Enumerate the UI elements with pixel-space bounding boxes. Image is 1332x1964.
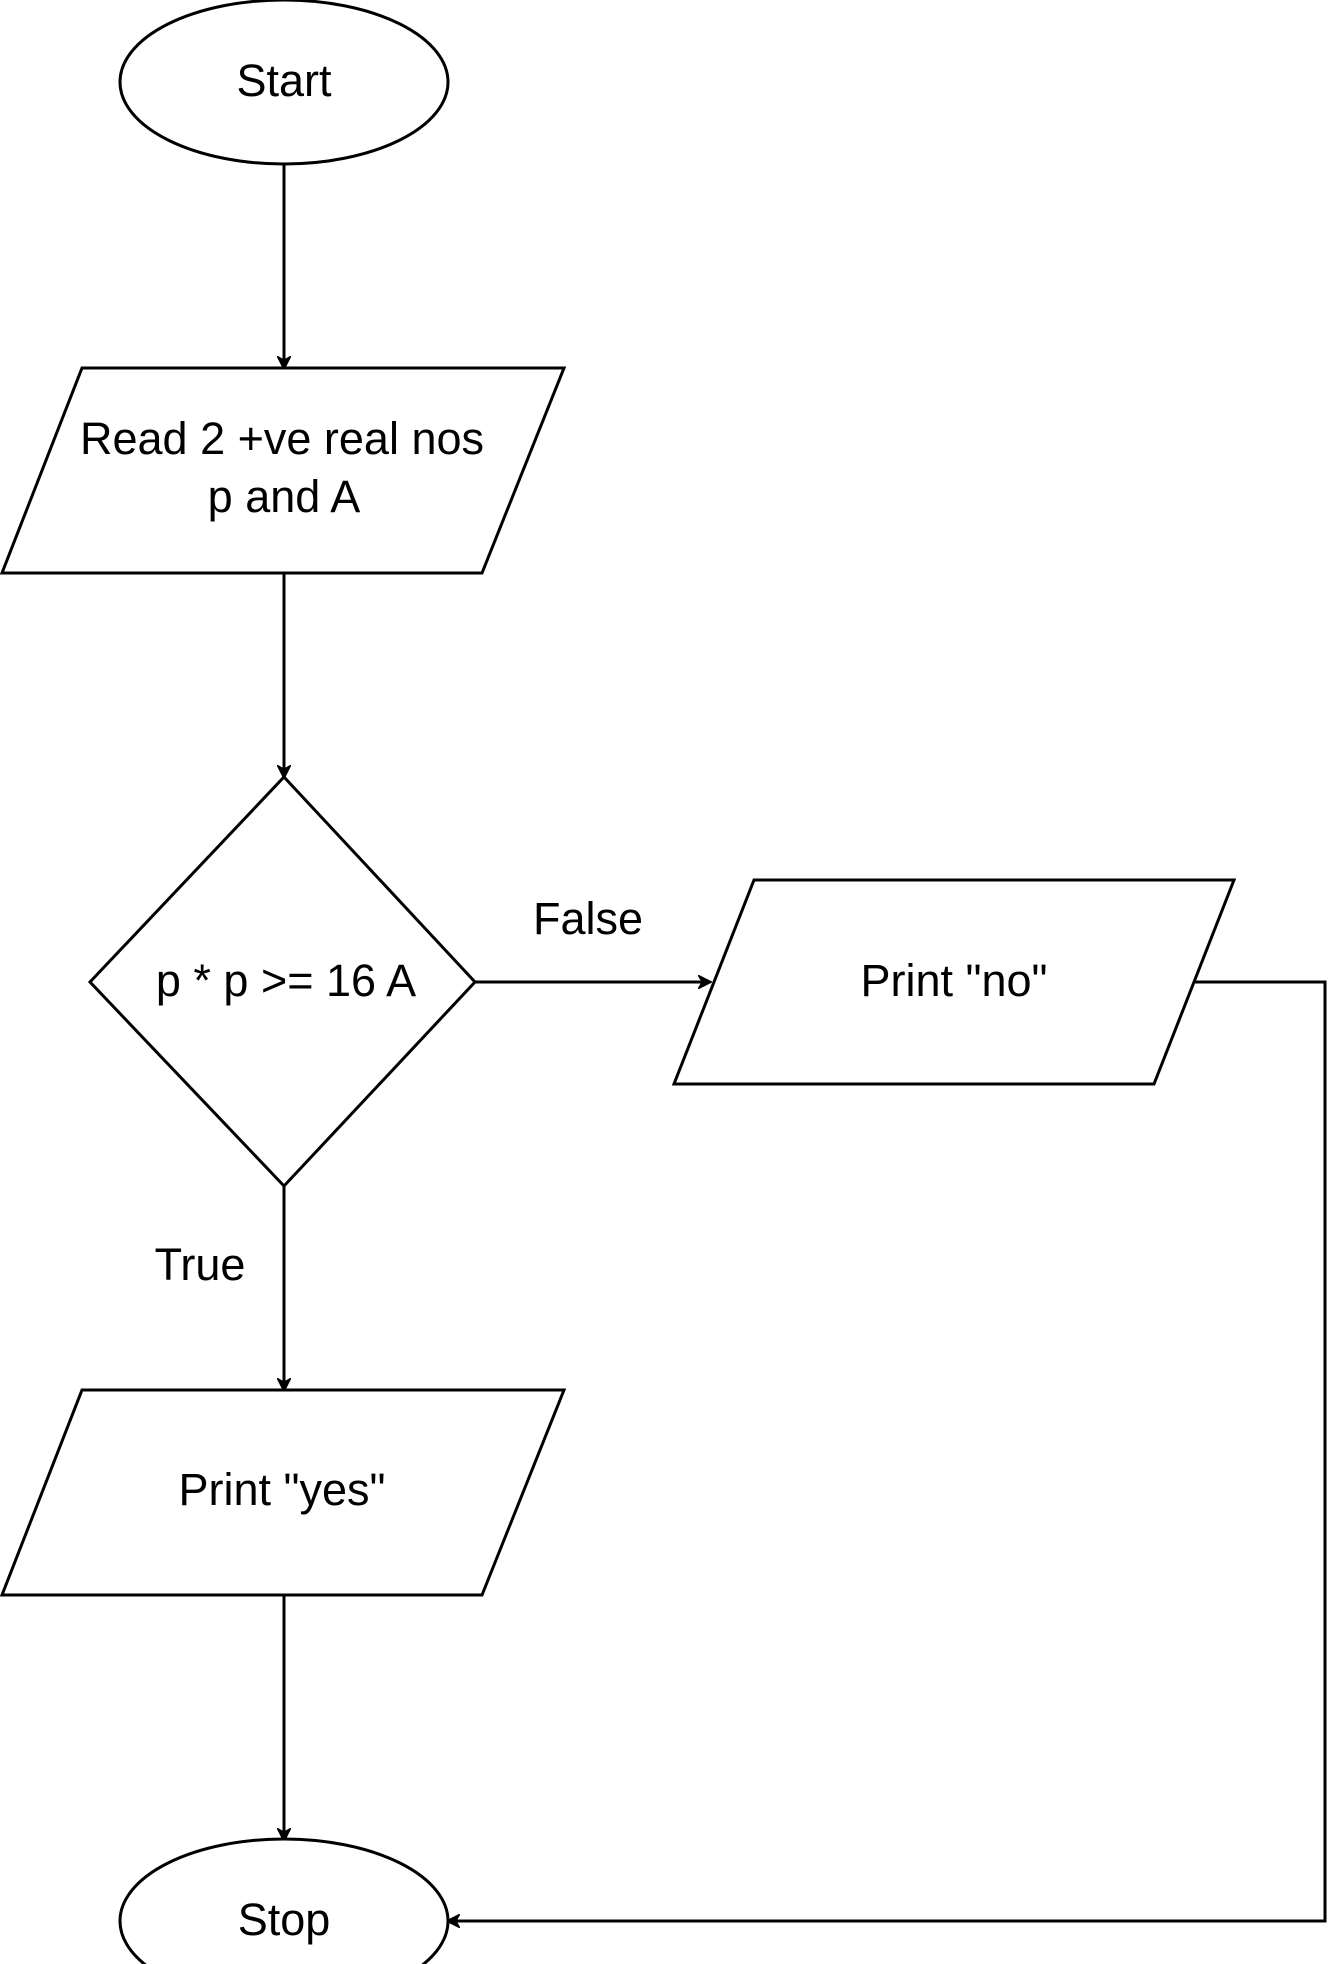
start-ellipse: [118, 0, 450, 166]
print-yes-label: Print "yes": [178, 1464, 385, 1515]
stop-label: Stop: [238, 1894, 331, 1945]
print-no-node: Print "no": [671, 878, 1237, 1086]
decision-label: p * p >= 16 A: [156, 955, 416, 1006]
edge-print-no-to-stop: [448, 980, 1327, 1921]
edges-group: [284, 163, 1327, 1921]
decision-node: p * p >= 16 A: [87, 774, 478, 1189]
edge-label-false: False: [533, 893, 643, 944]
print-no-label: Print "no": [860, 955, 1047, 1006]
print-no-parallelogram: [671, 878, 1237, 1086]
read-input-parallelogram: [0, 366, 567, 575]
start-label: Start: [236, 55, 332, 106]
start-node: Start: [118, 0, 450, 166]
stop-node: Stop: [118, 1837, 450, 1964]
read-input-node: Read 2 +ve real nos p and A: [0, 366, 567, 575]
print-yes-parallelogram: [0, 1388, 567, 1597]
edge-label-true: True: [155, 1239, 246, 1290]
decision-diamond: [87, 774, 478, 1189]
print-yes-node: Print "yes": [0, 1388, 567, 1597]
read-input-label-line1: Read 2 +ve real nos: [80, 413, 484, 464]
read-input-label-line2: p and A: [208, 471, 361, 522]
stop-ellipse: [118, 1837, 450, 1964]
